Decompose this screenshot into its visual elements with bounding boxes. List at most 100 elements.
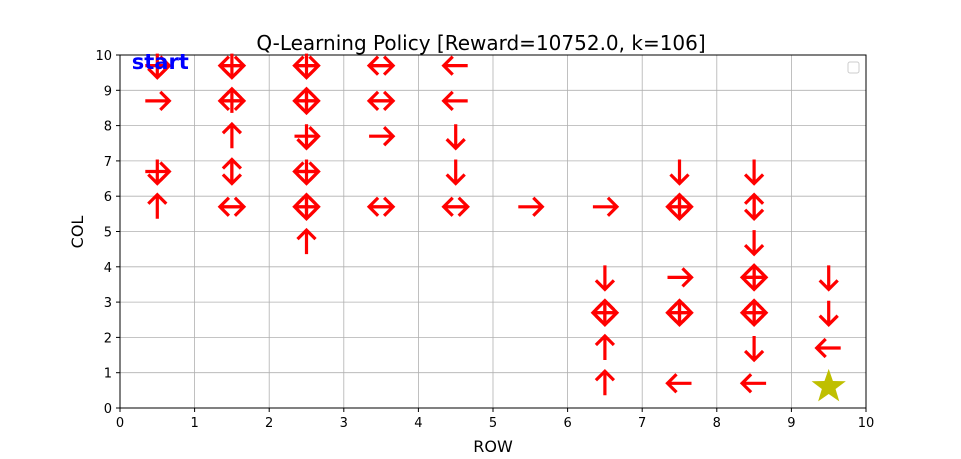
arrow-down: [445, 124, 466, 151]
policy-arrow-cell: [217, 86, 247, 113]
arrow-up: [594, 369, 616, 396]
y-tick-label: 6: [104, 190, 112, 205]
y-tick-label: 8: [104, 120, 112, 135]
policy-arrow-cell: [739, 373, 767, 394]
x-tick-label: 10: [858, 416, 875, 431]
policy-arrow-cell: [667, 267, 694, 288]
policy-arrow-cell: [292, 53, 321, 80]
y-tick-label: 10: [95, 49, 112, 64]
x-tick-label: 9: [787, 416, 795, 431]
policy-arrow-cell: [445, 124, 466, 151]
x-tick-label: 3: [340, 416, 348, 431]
policy-arrow-cell: [145, 90, 172, 112]
arrow-down: [743, 300, 765, 327]
x-tick-label: 1: [190, 416, 198, 431]
arrow-up: [147, 192, 168, 219]
policy-arrow-cell: [221, 121, 243, 149]
arrow-right: [667, 267, 694, 288]
arrow-right: [369, 55, 396, 76]
policy-arrow-cell: [217, 196, 247, 217]
arrow-up: [296, 192, 317, 219]
y-tick-label: 4: [104, 261, 112, 276]
arrow-down: [743, 194, 765, 222]
y-tick-label: 3: [104, 296, 112, 311]
arrow-down: [743, 159, 765, 186]
policy-arrow-cell: [292, 86, 321, 116]
policy-arrow-cell: [294, 124, 321, 151]
policy-arrow-cell: [441, 55, 468, 76]
arrow-down: [594, 300, 616, 327]
policy-arrow-cell: [292, 192, 321, 222]
policy-arrow-cell: [296, 227, 317, 255]
arrow-up: [594, 333, 616, 360]
arrow-down: [296, 88, 317, 116]
policy-arrow-cell: [217, 53, 247, 80]
arrow-down: [669, 194, 690, 222]
x-tick-label: 0: [116, 416, 124, 431]
x-tick-label: 4: [414, 416, 422, 431]
policy-arrow-cell: [665, 298, 694, 327]
arrow-down: [147, 159, 168, 186]
policy-arrow-cell: [592, 196, 620, 217]
arrow-down: [669, 300, 690, 327]
y-tick-label: 9: [104, 84, 112, 99]
policy-arrow-cell: [743, 159, 765, 186]
arrow-up: [221, 86, 243, 113]
arrow-right: [369, 126, 396, 147]
arrow-down: [296, 124, 317, 151]
policy-arrow-cell: [590, 298, 620, 327]
policy-arrow-cell: [441, 196, 470, 217]
policy-arrow-cell: [369, 126, 396, 147]
policy-arrow-cell: [818, 265, 839, 292]
policy-arrow-cell: [145, 159, 172, 186]
arrow-right: [369, 196, 396, 217]
y-tick-label: 1: [104, 367, 112, 382]
goal-star-icon: [811, 368, 846, 402]
arrow-up: [296, 227, 317, 255]
policy-arrow-cell: [366, 90, 396, 112]
arrow-down: [743, 335, 765, 363]
policy-arrow-cell: [518, 196, 545, 217]
policy-arrow-cell: [739, 263, 769, 292]
legend-box: [847, 61, 860, 74]
arrow-down: [818, 265, 839, 292]
arrow-down: [594, 265, 616, 292]
arrow-right: [592, 196, 620, 217]
arrow-right: [518, 196, 545, 217]
y-tick-label: 2: [104, 331, 112, 346]
policy-arrow-cell: [594, 369, 616, 396]
policy-arrow-cell: [743, 192, 765, 222]
arrow-left: [739, 373, 767, 394]
policy-arrow-cell: [665, 373, 692, 394]
policy-arrow-cell: [145, 53, 172, 80]
arrow-down: [818, 300, 839, 327]
arrow-right: [443, 196, 470, 217]
policy-arrow-cell: [441, 90, 468, 112]
x-tick-label: 8: [713, 416, 721, 431]
y-axis-label: COL: [68, 216, 87, 249]
arrow-down: [221, 53, 243, 80]
x-axis-label: ROW: [473, 437, 513, 456]
x-tick-label: 5: [489, 416, 497, 431]
policy-arrow-cell: [594, 265, 616, 292]
x-tick-label: 7: [638, 416, 646, 431]
policy-arrows: [145, 53, 841, 396]
arrow-down: [221, 159, 243, 186]
arrow-right: [219, 196, 247, 217]
policy-arrow-cell: [743, 230, 765, 257]
arrow-up: [221, 121, 243, 149]
policy-arrow-cell: [669, 159, 690, 186]
chart-title: Q-Learning Policy [Reward=10752.0, k=106…: [256, 31, 705, 55]
arrow-down: [669, 159, 690, 186]
arrow-down: [296, 53, 317, 80]
arrow-left: [441, 90, 468, 112]
arrow-down: [743, 265, 765, 292]
policy-arrow-cell: [814, 337, 841, 359]
policy-arrow-cell: [366, 196, 396, 217]
x-tick-label: 6: [563, 416, 571, 431]
arrow-down: [743, 230, 765, 257]
arrow-left: [665, 373, 692, 394]
y-tick-label: 0: [104, 402, 112, 417]
arrow-down: [296, 159, 317, 186]
